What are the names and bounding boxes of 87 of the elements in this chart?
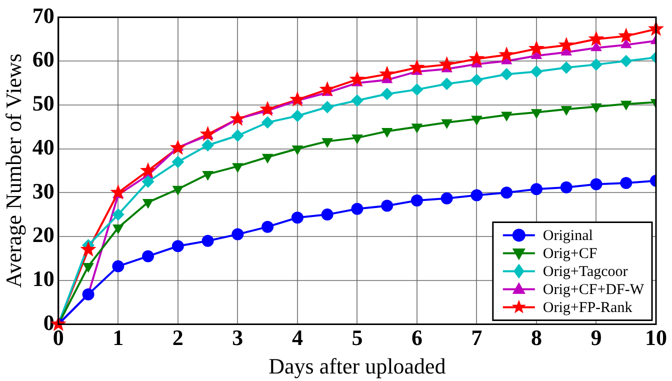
point [140,163,156,177]
point [410,60,424,74]
point [381,88,394,100]
legend-label: Orig+CF [542,246,598,262]
point [262,220,274,233]
point [262,116,274,128]
y-tick-label: 30 [32,178,54,204]
legend-label: Orig+CF+DF-W [542,282,645,298]
point [589,32,604,46]
point [410,194,423,207]
point [350,72,364,86]
point [351,94,364,107]
point [202,139,214,152]
point [530,183,542,196]
point [172,186,184,196]
point [440,57,454,71]
point [82,288,94,300]
point [620,55,632,68]
legend-label: Orig+Tagcoor [542,264,628,280]
point [380,66,394,80]
x-tick-label: 6 [411,325,422,350]
point [142,176,154,188]
point [470,51,484,66]
y-axis-title: Average Number of Views [0,54,26,288]
point [112,208,124,221]
point [112,224,124,234]
point [232,130,244,142]
point [170,140,186,154]
point [202,234,214,247]
point [230,111,245,126]
y-tick-label: 20 [32,222,54,248]
point [351,202,364,215]
x-tick-label: 3 [232,325,244,350]
point [81,242,96,256]
x-tick-label: 2 [172,325,184,350]
y-tick-label: 0 [43,310,54,335]
point [321,101,334,114]
point [530,66,542,78]
y-tick-label: 40 [32,134,54,160]
point [291,212,304,224]
point [500,68,513,80]
x-tick-label: 7 [471,325,482,350]
point [260,102,275,116]
point [620,176,632,189]
point [470,74,483,86]
point [200,126,215,140]
x-tick-label: 8 [530,325,542,350]
point [440,78,453,90]
point [111,185,126,199]
point [499,47,514,62]
x-tick-label: 9 [590,325,602,350]
x-tick-label: 4 [292,325,303,350]
point [83,263,94,272]
point [172,240,184,252]
y-tick-label: 50 [32,90,54,116]
point [291,110,304,122]
x-axis-title: Days after uploaded [268,354,446,379]
point [529,41,544,55]
legend-label: Original [542,228,593,244]
point [590,178,602,190]
point [560,181,572,194]
point [560,62,572,74]
x-tick-label: 5 [352,325,363,350]
point [320,82,334,96]
point [620,38,632,48]
point [410,84,423,96]
point [618,28,634,42]
point [142,250,154,262]
y-tick-label: 60 [32,46,54,72]
y-tick-label: 10 [32,266,54,292]
point [559,38,574,52]
point [590,58,602,71]
point [321,208,334,221]
point [142,199,154,208]
point [112,260,124,272]
point [590,42,602,52]
y-tick-label: 70 [32,2,54,28]
point [440,192,453,204]
point [232,228,244,240]
point [202,170,214,180]
legend-label: Orig+FP-Rank [542,300,633,316]
x-tick-label: 10 [645,325,667,350]
point [381,200,394,212]
point [172,156,184,168]
x-tick-label: 1 [112,325,124,350]
point [500,186,513,199]
point [470,189,483,202]
